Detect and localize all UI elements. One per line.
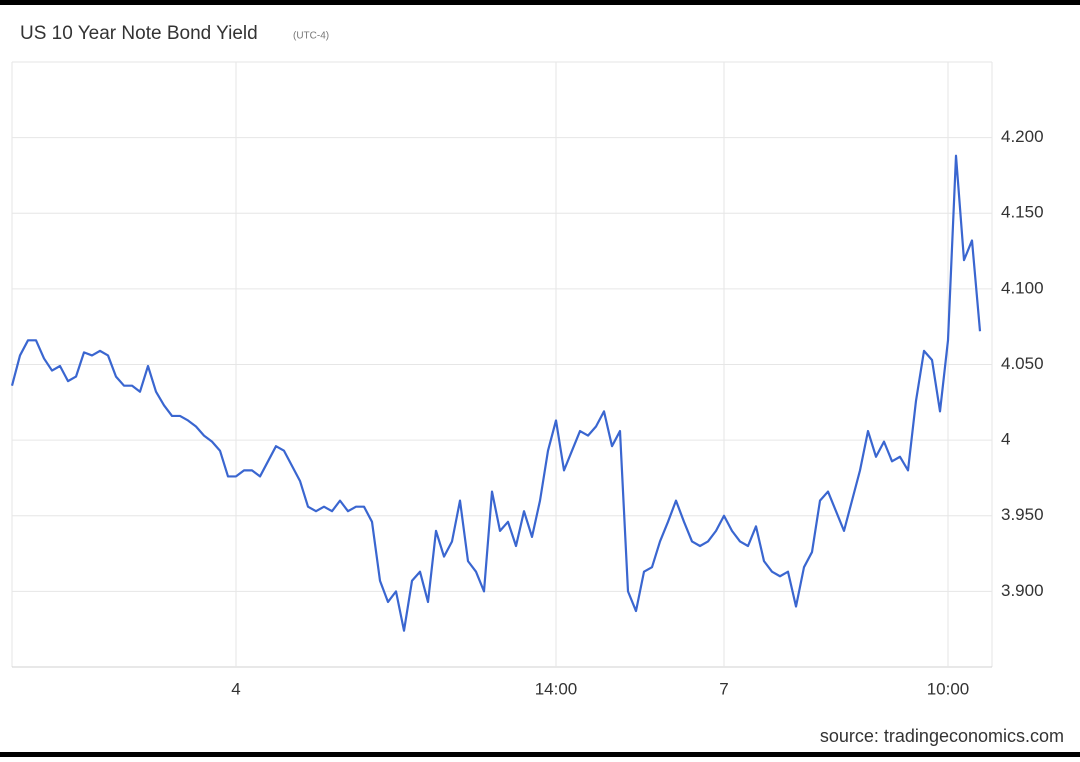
y-tick-label: 4.150 xyxy=(1001,203,1044,222)
chart-title: US 10 Year Note Bond Yield xyxy=(20,23,258,44)
source: source: tradingeconomics.com xyxy=(820,726,1064,746)
x-tick-label: 14:00 xyxy=(535,679,578,698)
y-tick-label: 4.200 xyxy=(1001,127,1044,146)
y-tick-label: 3.900 xyxy=(1001,581,1044,600)
line xyxy=(10,154,982,632)
y-tick-label: 4 xyxy=(1001,430,1010,449)
x-tick-label: 7 xyxy=(719,679,728,698)
y-tick-label: 3.950 xyxy=(1001,505,1044,524)
chart-subtitle: (UTC-4) xyxy=(293,31,329,42)
x-tick-label: 10:00 xyxy=(927,679,970,698)
x-tick-label: 4 xyxy=(231,679,240,698)
y-tick-label: 4.050 xyxy=(1001,354,1044,373)
top-border xyxy=(0,0,1080,5)
y-tick-label: 4.100 xyxy=(1001,278,1044,297)
bottom-border xyxy=(0,752,1080,757)
